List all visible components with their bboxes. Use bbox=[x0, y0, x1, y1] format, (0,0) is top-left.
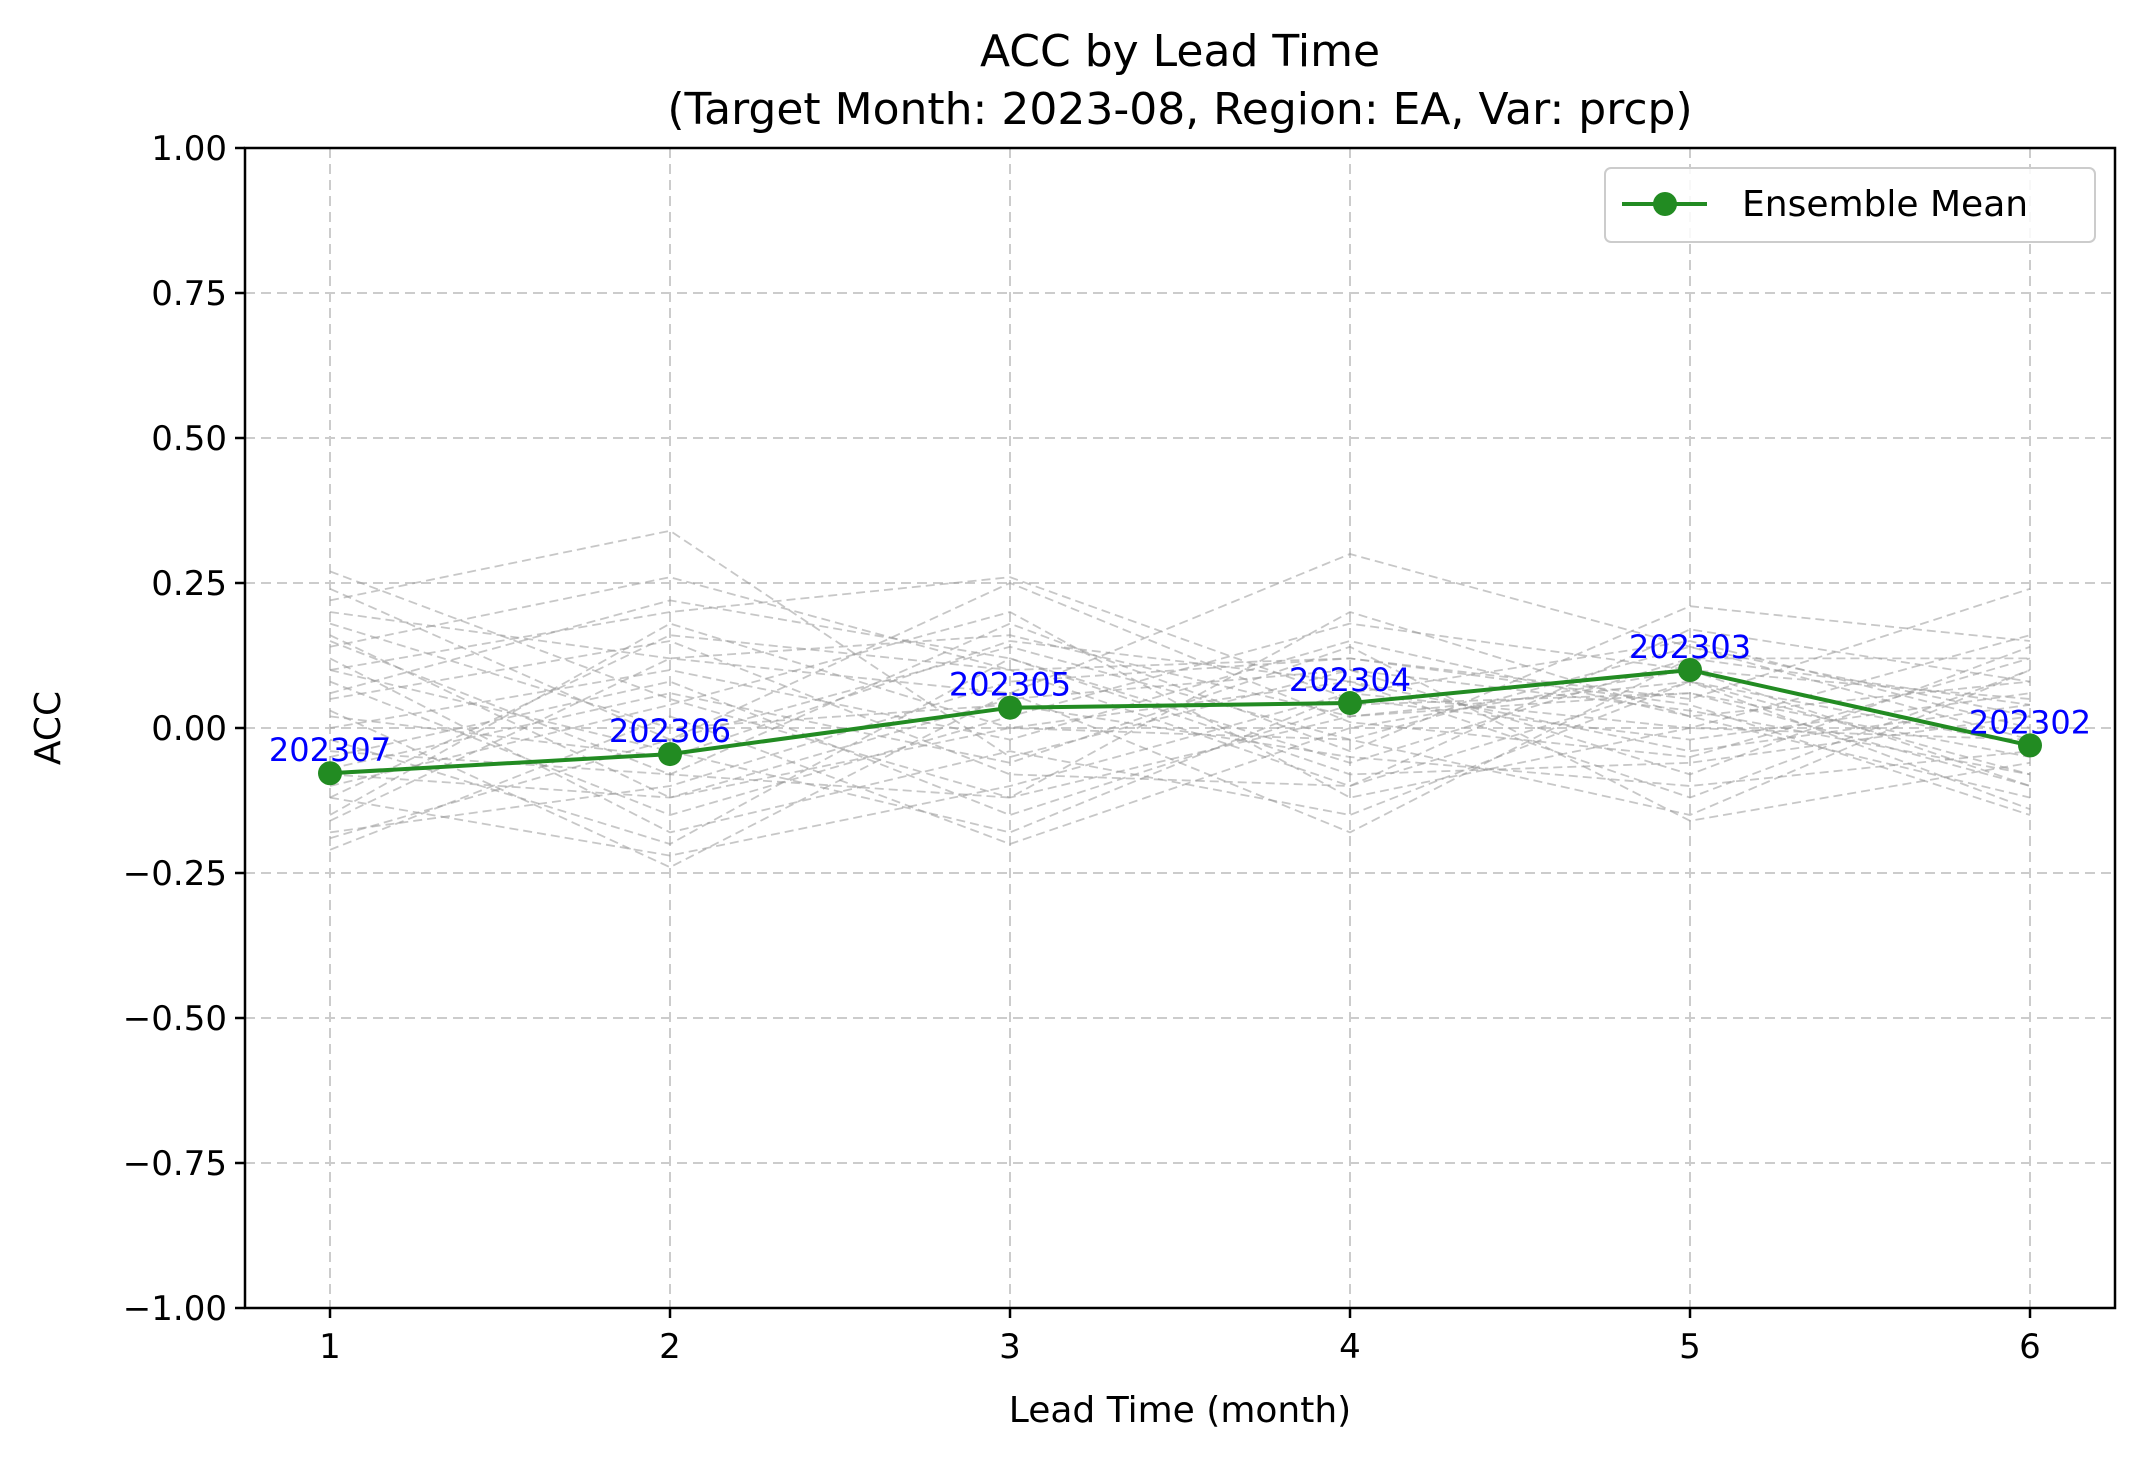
y-axis-ticks: 1.00 0.75 0.50 0.25 0.00 −0.25 −0.50 −0.75 −1.00 bbox=[123, 129, 245, 1329]
point-labels: 202307 202306 202305 202304 202303 202302 bbox=[269, 628, 2091, 769]
ensemble-mean-series bbox=[318, 658, 2042, 786]
ensemble-mean-marker bbox=[658, 742, 682, 767]
ensemble-mean-line bbox=[329, 667, 2031, 776]
legend-marker-swatch bbox=[1653, 192, 1677, 216]
ensemble-member-line bbox=[329, 622, 2031, 816]
ensemble-member-line bbox=[329, 640, 2031, 799]
x-tick-label: 2 bbox=[659, 1327, 681, 1367]
ensemble-member-line bbox=[329, 657, 2031, 845]
ensemble-member-line bbox=[329, 634, 2031, 811]
ensemble-member-line bbox=[329, 582, 2031, 758]
y-tick-label: −1.00 bbox=[123, 1289, 227, 1329]
ensemble-mean-marker bbox=[998, 695, 1022, 720]
x-tick-label: 5 bbox=[1679, 1327, 1701, 1367]
ensemble-member-line bbox=[329, 634, 2031, 834]
point-label: 202306 bbox=[609, 712, 731, 750]
ensemble-mean-marker bbox=[1338, 691, 1362, 716]
y-tick-label: 0.00 bbox=[151, 709, 227, 749]
legend-box bbox=[1604, 167, 2096, 243]
ensemble-mean-marker bbox=[318, 761, 342, 786]
ensemble-member-line bbox=[329, 640, 2031, 799]
y-tick-label: −0.25 bbox=[123, 854, 227, 894]
ensemble-member-line bbox=[329, 622, 2031, 787]
x-axis-label: Lead Time (month) bbox=[1009, 1390, 1351, 1431]
ensemble-member-line bbox=[329, 628, 2031, 787]
ensemble-member-line bbox=[329, 599, 2031, 776]
legend-label-ensemble-mean: Ensemble Mean bbox=[1742, 184, 2028, 225]
point-label: 202303 bbox=[1629, 628, 1751, 666]
ensemble-mean-marker bbox=[1678, 658, 1702, 682]
ensemble-member-line bbox=[329, 669, 2031, 851]
ensemble-member-line bbox=[329, 576, 2031, 741]
x-tick-label: 3 bbox=[999, 1327, 1021, 1367]
point-label: 202304 bbox=[1289, 661, 1411, 699]
x-tick-label: 1 bbox=[319, 1327, 341, 1367]
legend: Ensemble Mean bbox=[1604, 167, 2096, 243]
y-tick-label: 0.75 bbox=[151, 274, 227, 314]
y-tick-label: 0.50 bbox=[151, 419, 227, 459]
point-label: 202305 bbox=[949, 666, 1071, 704]
ensemble-mean-marker bbox=[2018, 733, 2042, 758]
chart-title-line1: ACC by Lead Time bbox=[980, 26, 1380, 77]
ensemble-member-line bbox=[329, 622, 2031, 816]
chart-title-line2: (Target Month: 2023-08, Region: EA, Var:… bbox=[667, 84, 1692, 135]
ensemble-member-line bbox=[329, 605, 2031, 776]
ensemble-member-line bbox=[329, 570, 2031, 799]
x-axis-ticks: 1 2 3 4 5 6 bbox=[319, 1308, 2041, 1367]
ensemble-member-line bbox=[329, 657, 2031, 834]
y-tick-label: 0.25 bbox=[151, 564, 227, 604]
y-axis-label: ACC bbox=[28, 691, 69, 765]
point-label: 202302 bbox=[1969, 703, 2091, 741]
x-tick-label: 6 bbox=[2019, 1327, 2041, 1367]
x-tick-label: 4 bbox=[1339, 1327, 1361, 1367]
ensemble-member-line bbox=[329, 529, 2031, 776]
ensemble-member-line bbox=[329, 657, 2031, 834]
y-tick-label: 1.00 bbox=[151, 129, 227, 169]
ensemble-member-line bbox=[329, 576, 2031, 700]
ensemble-member-line bbox=[329, 634, 2031, 799]
ensemble-member-line bbox=[329, 634, 2031, 822]
point-label: 202307 bbox=[269, 731, 391, 769]
y-tick-label: −0.75 bbox=[123, 1144, 227, 1184]
ensemble-member-line bbox=[329, 640, 2031, 857]
y-tick-label: −0.50 bbox=[123, 999, 227, 1039]
